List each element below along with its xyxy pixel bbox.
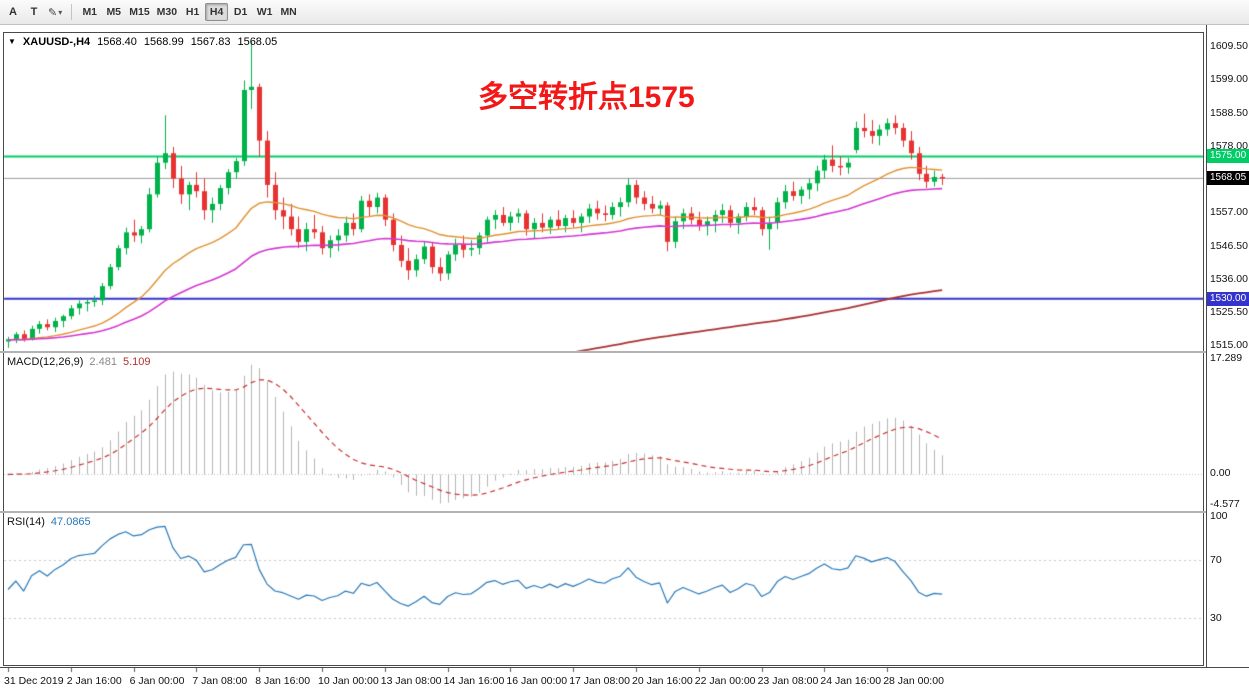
price-tick: 1525.50 bbox=[1210, 306, 1248, 319]
ohlc-high: 1568.99 bbox=[143, 36, 184, 48]
macd-value-signal: 5.109 bbox=[122, 356, 151, 368]
macd-tick: -4.577 bbox=[1210, 498, 1240, 510]
time-label: 31 Dec 2019 bbox=[4, 675, 64, 687]
symbol-title: XAUUSD-,H4 bbox=[22, 36, 91, 48]
chart-window: ▼ XAUUSD-,H4 1568.40 1568.99 1567.83 156… bbox=[0, 25, 1249, 695]
price-axis[interactable]: 1609.50 1599.00 1588.50 1578.00 1557.00 1546.… bbox=[1206, 25, 1249, 667]
time-label: 6 Jan 00:00 bbox=[129, 675, 185, 687]
time-label: 28 Jan 00:00 bbox=[883, 675, 944, 687]
price-tick: 1536.00 bbox=[1210, 272, 1248, 285]
rsi-label: RSI(14) 47.0865 bbox=[7, 516, 91, 528]
time-label: 14 Jan 16:00 bbox=[443, 675, 505, 687]
type-tool-button[interactable]: T bbox=[24, 3, 44, 22]
time-label: 24 Jan 16:00 bbox=[820, 675, 882, 687]
draw-color-dropdown[interactable]: ✎ ▾ bbox=[45, 2, 65, 23]
ohlc-open: 1568.40 bbox=[97, 36, 137, 48]
time-label: 13 Jan 08:00 bbox=[380, 675, 442, 687]
time-label: 10 Jan 00:00 bbox=[318, 675, 379, 687]
timeframe-button-m1[interactable]: M1 bbox=[78, 3, 101, 21]
time-label: 22 Jan 00:00 bbox=[694, 675, 756, 687]
timeframe-button-h4[interactable]: H4 bbox=[205, 3, 229, 21]
timeframe-button-m30[interactable]: M30 bbox=[154, 3, 180, 21]
price-tag: 1568.05 bbox=[1207, 171, 1249, 186]
time-label: 2 Jan 16:00 bbox=[66, 675, 122, 687]
chart-annotation: 多空转折点1575 bbox=[478, 81, 695, 114]
rsi-value: 47.0865 bbox=[50, 516, 91, 528]
pencil-icon: ✎ bbox=[48, 6, 58, 19]
timeframe-button-d1[interactable]: D1 bbox=[229, 3, 252, 21]
price-tick: 1599.00 bbox=[1210, 73, 1248, 86]
macd-title: MACD(12,26,9) bbox=[7, 356, 84, 368]
time-label: 7 Jan 08:00 bbox=[192, 675, 248, 687]
price-tag: 1575.00 bbox=[1207, 149, 1249, 164]
time-label: 8 Jan 16:00 bbox=[255, 675, 311, 687]
price-tick: 1557.00 bbox=[1210, 206, 1248, 219]
chevron-down-icon: ▾ bbox=[58, 7, 63, 17]
rsi-tick: 100 bbox=[1210, 510, 1228, 522]
rsi-tick: 30 bbox=[1210, 611, 1222, 624]
time-label: 20 Jan 16:00 bbox=[632, 675, 693, 687]
chart-canvas[interactable] bbox=[0, 25, 1249, 695]
price-tick: 1546.50 bbox=[1210, 239, 1248, 252]
timeframe-button-m5[interactable]: M5 bbox=[102, 3, 125, 21]
timeframe-button-m15[interactable]: M15 bbox=[126, 3, 152, 21]
time-label: 17 Jan 08:00 bbox=[569, 675, 630, 687]
ohlc-low: 1567.83 bbox=[190, 36, 231, 48]
macd-label: MACD(12,26,9) 2.481 5.109 bbox=[7, 356, 150, 368]
time-axis[interactable]: 31 Dec 2019 2 Jan 16:00 6 Jan 00:00 7 Jan 0… bbox=[0, 667, 1249, 695]
ohlc-close: 1568.05 bbox=[237, 36, 278, 48]
text-tool-button[interactable]: A bbox=[3, 3, 23, 22]
price-tick: 1515.00 bbox=[1210, 339, 1248, 352]
timeframe-button-h1[interactable]: H1 bbox=[181, 3, 204, 21]
time-label: 16 Jan 00:00 bbox=[506, 675, 568, 687]
timeframe-button-w1[interactable]: W1 bbox=[253, 3, 276, 21]
time-label: 23 Jan 08:00 bbox=[757, 675, 819, 687]
macd-tick: 0.00 bbox=[1210, 467, 1231, 480]
macd-value-main: 2.481 bbox=[89, 356, 117, 368]
collapse-icon[interactable]: ▼ bbox=[8, 36, 16, 46]
timeframe-button-mn[interactable]: MN bbox=[277, 3, 300, 21]
symbol-ohlc-line: ▼ XAUUSD-,H4 1568.40 1568.99 1567.83 156… bbox=[8, 36, 277, 48]
toolbar: A T ✎ ▾ M1 M5 M15 M30 H1 H4 D1 W1 MN bbox=[0, 0, 1249, 25]
price-tick: 1588.50 bbox=[1210, 106, 1248, 119]
price-tag: 1530.00 bbox=[1207, 291, 1249, 306]
toolbar-separator bbox=[71, 4, 73, 20]
rsi-title: RSI(14) bbox=[7, 516, 45, 528]
timeframe-bar: M1 M5 M15 M30 H1 H4 D1 W1 MN bbox=[78, 3, 300, 21]
price-tick: 1609.50 bbox=[1210, 40, 1248, 53]
macd-tick: 17.289 bbox=[1210, 352, 1243, 364]
rsi-tick: 70 bbox=[1210, 553, 1222, 566]
price-tick: 1578.00 bbox=[1210, 139, 1248, 152]
